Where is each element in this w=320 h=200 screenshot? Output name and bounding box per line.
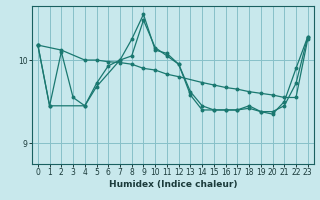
X-axis label: Humidex (Indice chaleur): Humidex (Indice chaleur) [108,180,237,189]
